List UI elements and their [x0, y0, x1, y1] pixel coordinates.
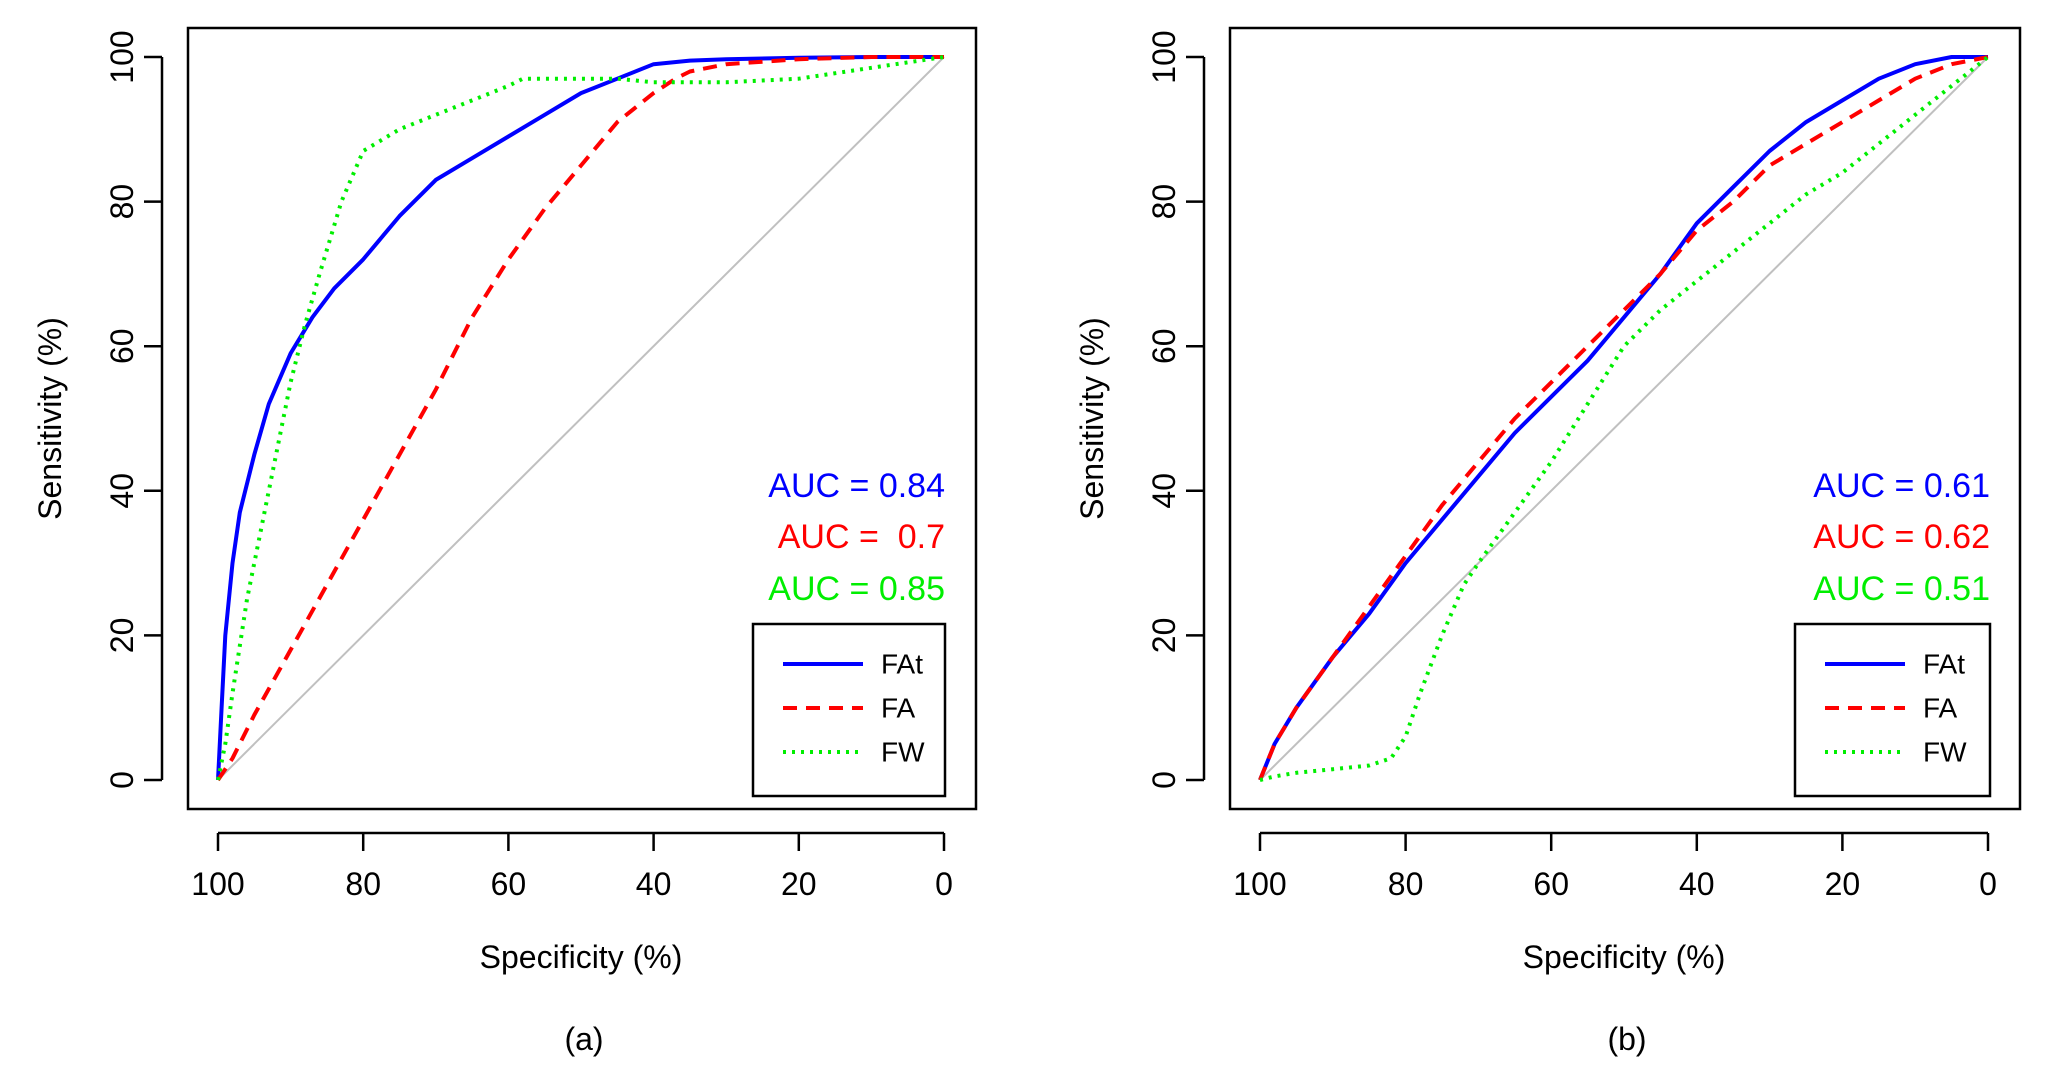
x-tick-label: 80 — [345, 866, 381, 902]
series-line-fw — [1259, 55, 1990, 782]
x-tick-label: 100 — [1233, 866, 1286, 902]
auc-label: AUC = 0.51 — [1813, 570, 1990, 608]
legend-label: FA — [881, 693, 916, 724]
y-tick-label: 40 — [104, 473, 140, 509]
panel-label: (a) — [564, 1021, 603, 1057]
diagonal-reference-line — [217, 56, 945, 781]
x-tick-label: 20 — [781, 866, 817, 902]
x-tick-label: 40 — [636, 866, 672, 902]
y-tick-label: 60 — [1146, 328, 1182, 364]
auc-label: AUC = 0.7 — [778, 518, 945, 556]
x-tick-label: 80 — [1388, 866, 1424, 902]
panel-label: (b) — [1607, 1021, 1646, 1057]
y-tick-label: 20 — [104, 618, 140, 654]
y-tick-label: 40 — [1146, 473, 1182, 509]
y-tick-label: 100 — [1146, 30, 1182, 83]
y-axis-title: Sensitivity (%) — [1074, 317, 1110, 520]
auc-label: AUC = 0.62 — [1813, 518, 1990, 556]
series-line-fa — [1258, 55, 1989, 781]
x-axis-title: Specificity (%) — [1523, 939, 1726, 975]
roc-panel-a: 100 80 60 40 20 0 0 20 40 60 80 100 Specificity (%) S… — [32, 26, 978, 1057]
y-axis-title: Sensitivity (%) — [32, 317, 68, 520]
series-line-fat — [1258, 55, 1988, 781]
legend-label: FW — [1923, 737, 1967, 768]
auc-label: AUC = 0.61 — [1813, 467, 1990, 505]
x-tick-label: 100 — [191, 866, 244, 902]
plot-frame — [186, 26, 978, 811]
legend-label: FAt — [1923, 649, 1965, 680]
roc-panel-b: 100 80 60 40 20 0 0 20 40 60 80 100 Specificity (%) S… — [1074, 26, 2022, 1057]
legend-label: FA — [1923, 693, 1958, 724]
x-axis-title: Specificity (%) — [480, 939, 683, 975]
y-tick-label: 0 — [104, 771, 140, 789]
auc-label: AUC = 0.85 — [768, 570, 945, 608]
x-tick-label: 60 — [1533, 866, 1569, 902]
plot-frame — [1228, 26, 2022, 811]
legend-label: FW — [881, 737, 925, 768]
x-tick-label: 0 — [1979, 866, 1997, 902]
series-line-fw — [216, 55, 945, 781]
y-tick-label: 80 — [104, 184, 140, 220]
series-line-fa — [216, 55, 944, 782]
y-tick-label: 60 — [104, 328, 140, 364]
y-tick-label: 0 — [1146, 771, 1182, 789]
x-tick-label: 40 — [1679, 866, 1715, 902]
x-tick-label: 20 — [1825, 866, 1861, 902]
legend-label: FAt — [881, 649, 923, 680]
x-tick-label: 60 — [491, 866, 527, 902]
y-tick-label: 20 — [1146, 618, 1182, 654]
diagonal-reference-line — [1259, 56, 1989, 781]
x-tick-label: 0 — [935, 866, 953, 902]
series-line-fat — [216, 55, 944, 781]
auc-label: AUC = 0.84 — [768, 467, 945, 505]
y-tick-label: 100 — [104, 30, 140, 83]
y-tick-label: 80 — [1146, 184, 1182, 220]
